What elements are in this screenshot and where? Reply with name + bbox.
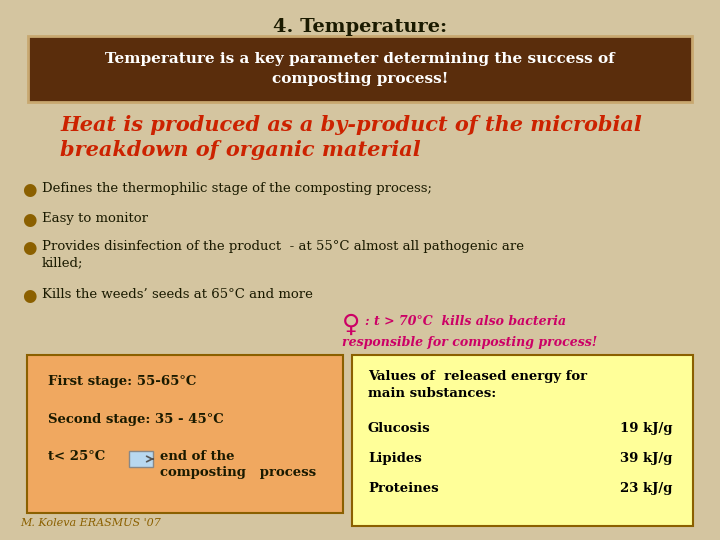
Text: M. Koleva ERASMUS '07: M. Koleva ERASMUS '07: [20, 518, 161, 528]
Text: t< 25°C: t< 25°C: [48, 450, 105, 463]
FancyBboxPatch shape: [129, 451, 153, 467]
Text: Glucosis: Glucosis: [368, 422, 431, 435]
Text: ●: ●: [22, 212, 37, 229]
Text: 39 kJ/g: 39 kJ/g: [620, 452, 672, 465]
Text: : t > 70°C  kills also bacteria: : t > 70°C kills also bacteria: [365, 315, 566, 328]
Text: Values of  released energy for
main substances:: Values of released energy for main subst…: [368, 370, 587, 400]
Text: ●: ●: [22, 288, 37, 305]
Text: 19 kJ/g: 19 kJ/g: [620, 422, 672, 435]
Text: Provides disinfection of the product  - at 55°C almost all pathogenic are
killed: Provides disinfection of the product - a…: [42, 240, 524, 269]
Text: 4. Temperature:: 4. Temperature:: [273, 18, 447, 36]
Text: Kills the weeds’ seeds at 65°C and more: Kills the weeds’ seeds at 65°C and more: [42, 288, 313, 301]
Text: Heat is produced as a by-product of the microbial: Heat is produced as a by-product of the …: [60, 115, 642, 135]
FancyBboxPatch shape: [352, 355, 693, 526]
Text: ●: ●: [22, 182, 37, 199]
Text: Proteines: Proteines: [368, 482, 438, 495]
Text: First stage: 55-65°C: First stage: 55-65°C: [48, 375, 197, 388]
Text: Second stage: 35 - 45°C: Second stage: 35 - 45°C: [48, 413, 224, 426]
Text: ♀: ♀: [342, 313, 360, 337]
Text: responsible for composting process!: responsible for composting process!: [342, 336, 598, 349]
FancyBboxPatch shape: [28, 36, 692, 102]
FancyBboxPatch shape: [27, 355, 343, 513]
Text: Easy to monitor: Easy to monitor: [42, 212, 148, 225]
Text: Lipides: Lipides: [368, 452, 422, 465]
Text: ●: ●: [22, 240, 37, 257]
Text: Temperature is a key parameter determining the success of
composting process!: Temperature is a key parameter determini…: [105, 52, 615, 86]
Text: Defines the thermophilic stage of the composting process;: Defines the thermophilic stage of the co…: [42, 182, 432, 195]
Text: breakdown of organic material: breakdown of organic material: [60, 140, 420, 160]
Text: end of the
composting   process: end of the composting process: [160, 450, 316, 479]
Text: 23 kJ/g: 23 kJ/g: [620, 482, 672, 495]
